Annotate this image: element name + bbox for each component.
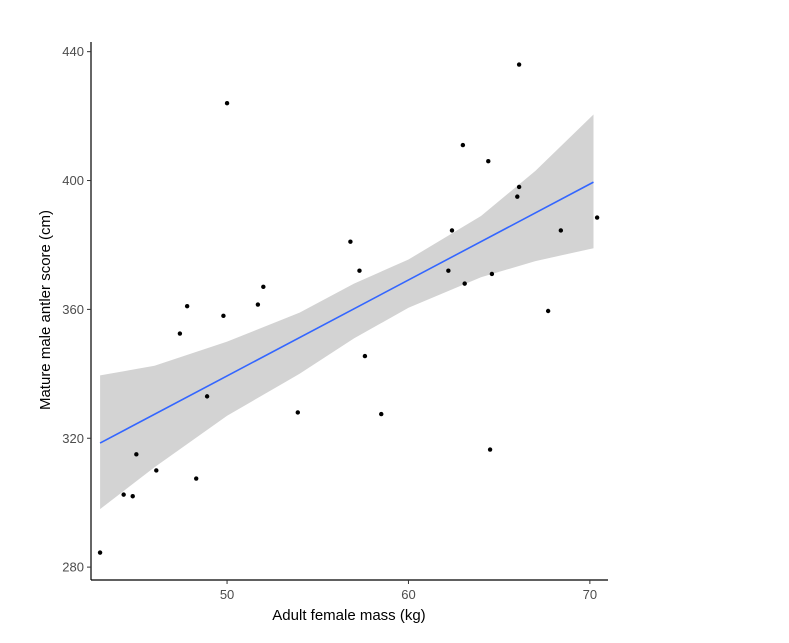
axes-layer: 50 60 70 280 320 360 400 440 — [62, 42, 608, 602]
data-point-18 — [379, 411, 384, 417]
data-point-10 — [221, 313, 226, 319]
data-point-17 — [362, 353, 368, 359]
data-point-28 — [516, 62, 522, 67]
data-point-1 — [97, 550, 103, 555]
x-tick-label-50: 50 — [220, 587, 234, 602]
data-point-23 — [486, 158, 491, 164]
data-point-16 — [357, 268, 362, 273]
data-point-31 — [594, 215, 600, 220]
x-tick-label-70: 70 — [583, 587, 597, 602]
data-point-13 — [261, 284, 266, 290]
regression-line — [99, 181, 594, 444]
data-point-3 — [130, 494, 135, 499]
data-point-14 — [295, 410, 300, 415]
y-tick-label-320: 320 — [62, 431, 84, 446]
data-point-26 — [515, 194, 520, 199]
data-point-29 — [545, 308, 551, 314]
x-tick-label-60: 60 — [401, 587, 415, 602]
points-layer — [97, 62, 600, 555]
data-point-8 — [194, 476, 199, 481]
fit-line-layer — [99, 181, 594, 444]
data-point-30 — [558, 228, 564, 233]
data-point-25 — [489, 271, 495, 277]
data-point-21 — [460, 142, 466, 148]
y-tick-label-400: 400 — [62, 173, 84, 188]
y-axis-title: Mature male antler score (cm) — [37, 210, 54, 410]
data-point-7 — [184, 303, 190, 309]
data-point-11 — [224, 101, 230, 106]
data-point-19 — [446, 268, 451, 273]
data-point-5 — [154, 468, 159, 473]
data-point-2 — [121, 492, 126, 497]
data-point-20 — [449, 228, 455, 233]
data-point-12 — [255, 302, 261, 307]
y-tick-label-440: 440 — [62, 44, 84, 59]
data-point-6 — [177, 331, 183, 336]
data-point-15 — [348, 239, 353, 244]
y-tick-label-280: 280 — [62, 560, 84, 575]
data-point-27 — [516, 184, 522, 190]
data-point-9 — [204, 394, 210, 399]
data-point-4 — [134, 452, 139, 457]
x-axis-title: Adult female mass (kg) — [272, 607, 425, 624]
y-tick-label-360: 360 — [62, 302, 84, 317]
data-point-22 — [462, 281, 467, 286]
data-point-24 — [487, 447, 493, 452]
